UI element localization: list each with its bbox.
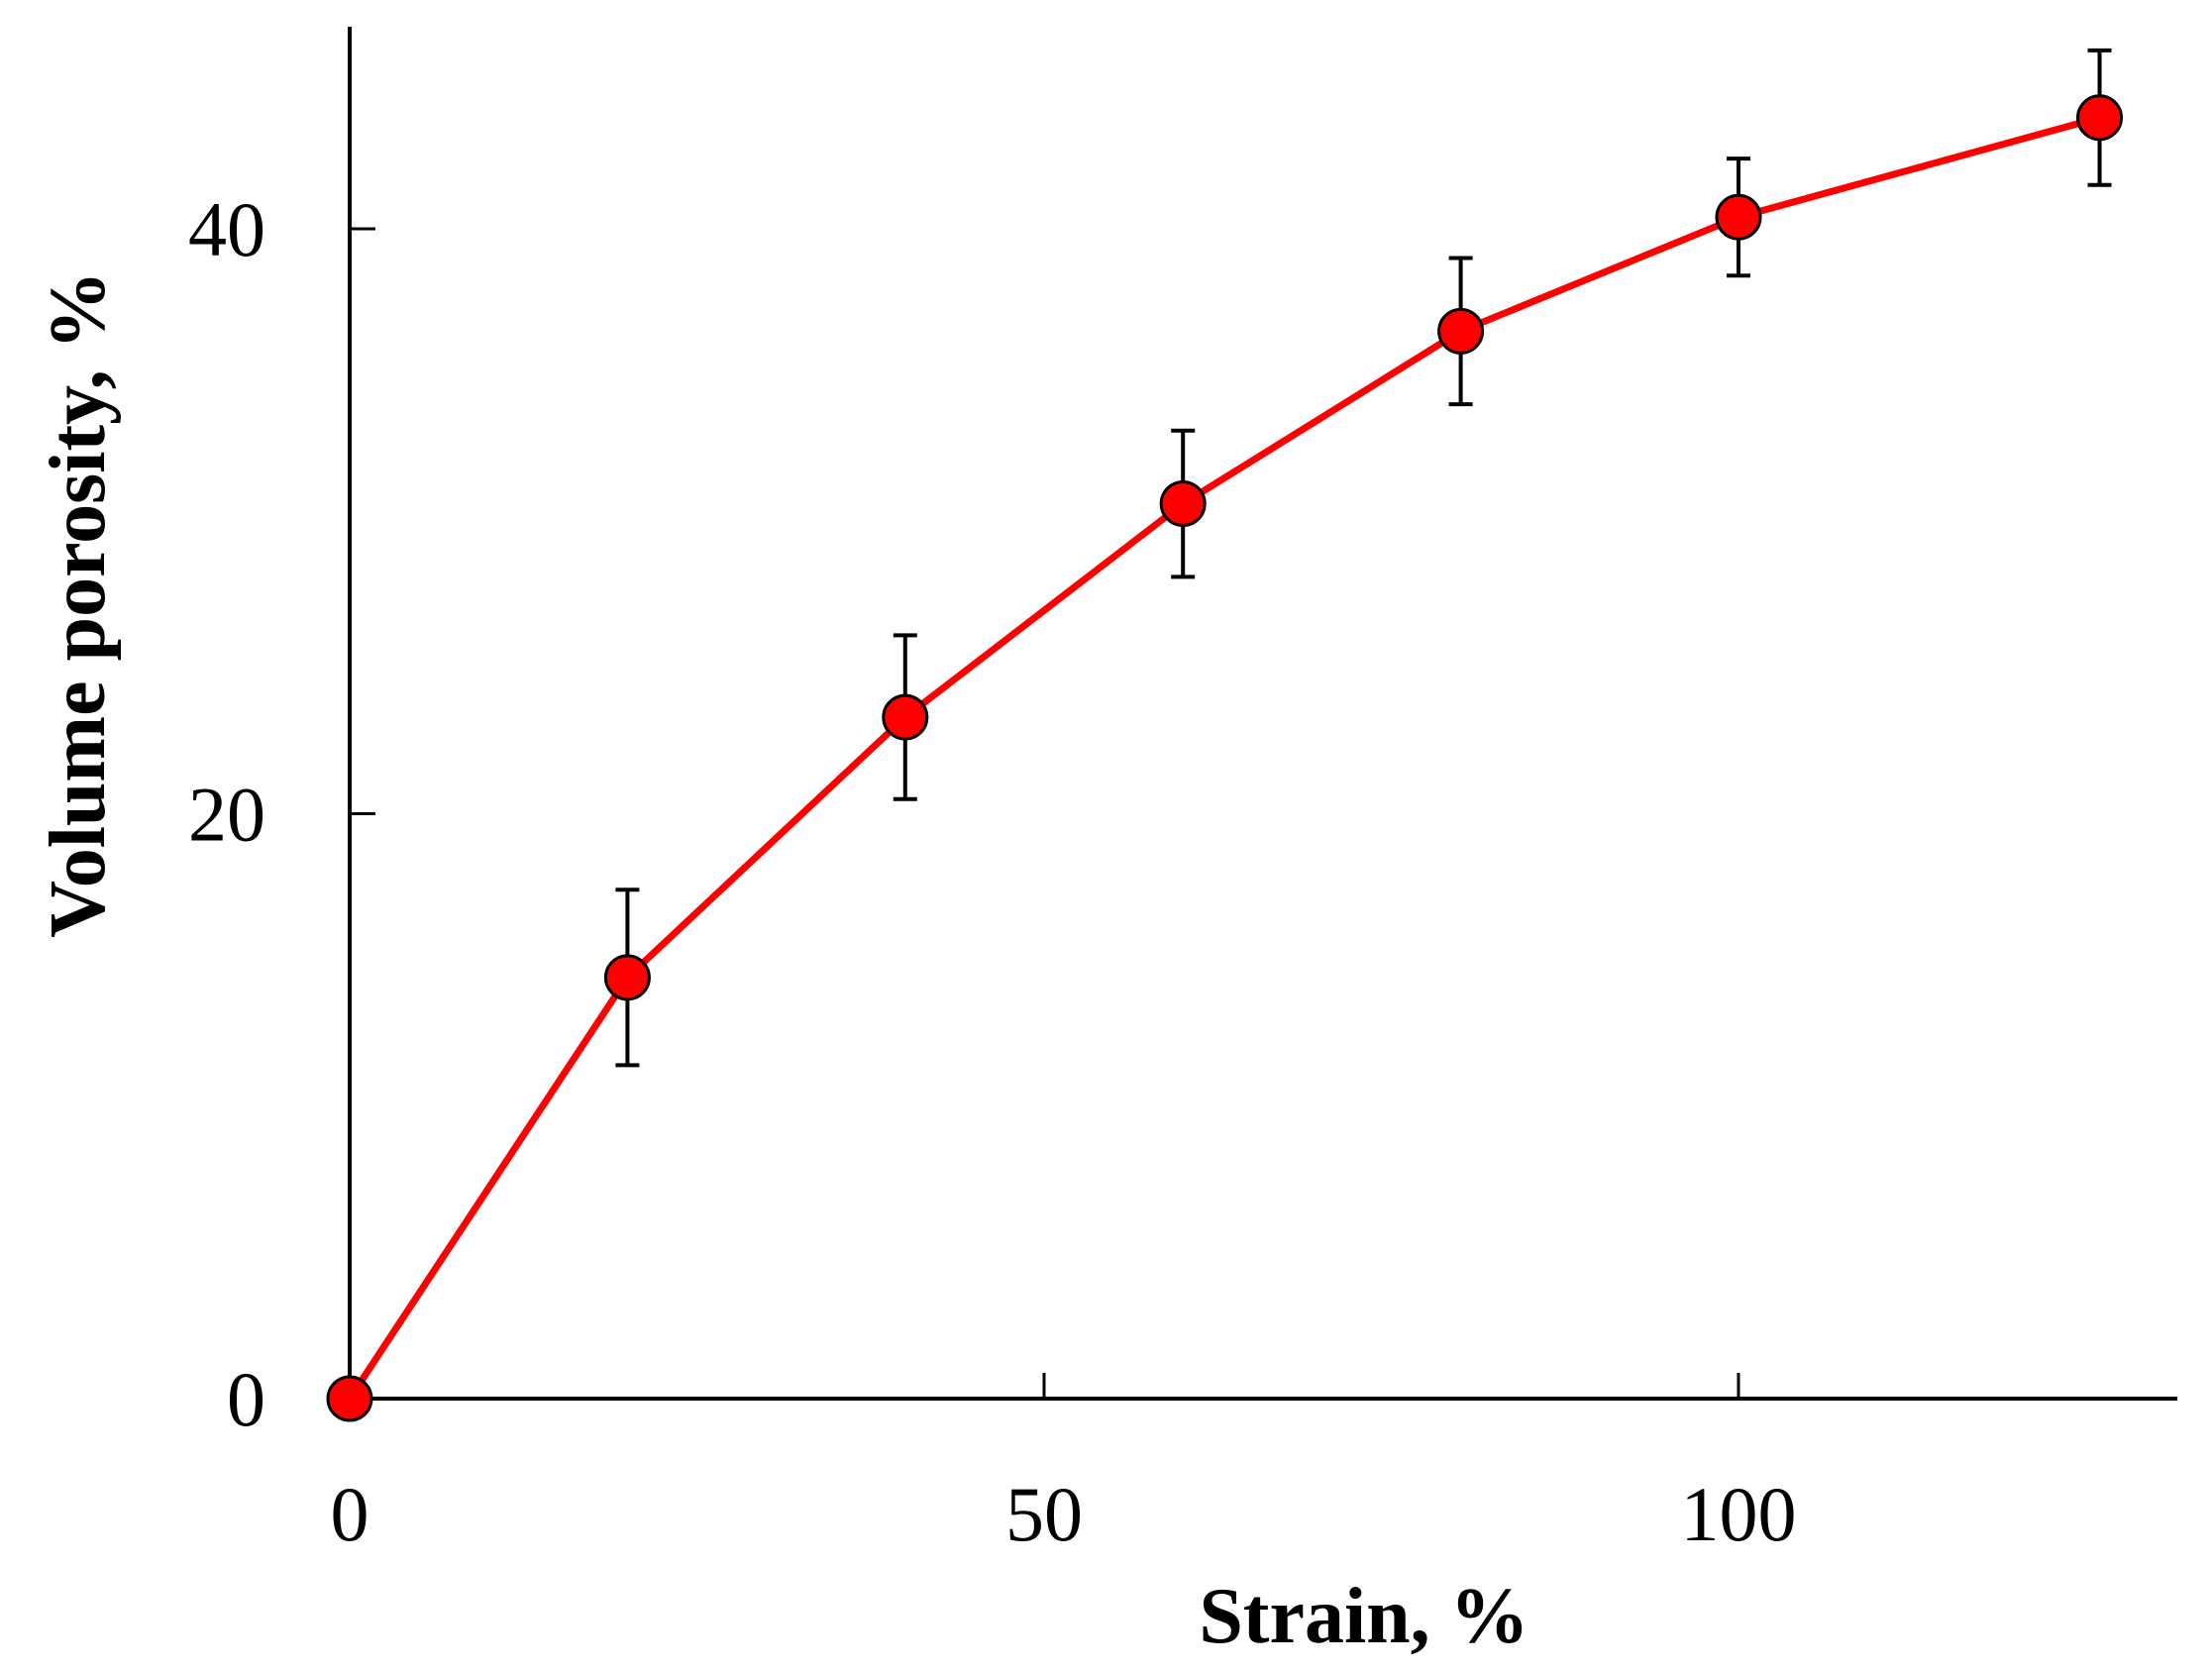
data-point [2076, 94, 2124, 142]
data-point [326, 1375, 373, 1422]
axes [348, 27, 2177, 1401]
x-tick-label: 0 [331, 1471, 369, 1557]
ticks: 0 50 100 0 20 40 [188, 186, 1797, 1557]
y-tick-label: 40 [188, 186, 265, 272]
data-point [1159, 480, 1207, 528]
y-axis-title: Volume porosity, % [35, 270, 122, 937]
y-tick-label: 0 [227, 1356, 265, 1442]
x-axis-title: Strain, % [1199, 1573, 1528, 1660]
series [326, 48, 2124, 1422]
x-tick-label: 50 [1005, 1471, 1083, 1557]
series-line [347, 114, 2101, 1401]
data-point [1715, 193, 1762, 241]
data-point [882, 693, 929, 741]
y-tick-label: 20 [188, 772, 265, 858]
data-point [603, 954, 651, 1001]
x-tick-label: 100 [1681, 1471, 1797, 1557]
data-point [1437, 307, 1485, 355]
